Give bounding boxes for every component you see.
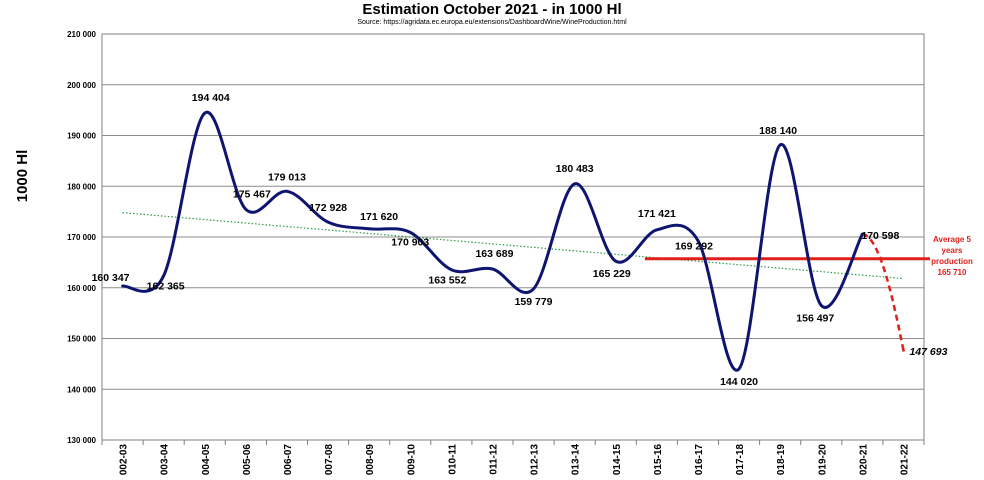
average-label: Average 5: [933, 235, 972, 244]
data-point: [491, 267, 494, 271]
data-point: [573, 182, 577, 186]
data-label: 170 903: [391, 236, 429, 248]
data-point: [326, 220, 330, 224]
data-point: [655, 228, 659, 232]
data-label: 156 497: [796, 313, 834, 325]
data-labels: 160 347 162 365 194 404 175 467 179 013 172 9…: [92, 92, 948, 388]
data-label: 171 421: [638, 208, 676, 220]
x-tick-label: 021-22: [899, 444, 910, 476]
data-point: [696, 239, 700, 242]
data-label: 165 229: [593, 268, 631, 280]
y-tick-label: 170 000: [67, 233, 96, 242]
data-label: 180 483: [556, 163, 594, 175]
x-tick-label: 019-20: [817, 444, 828, 476]
data-point: [614, 259, 618, 263]
x-tick-label: 008-09: [365, 444, 376, 476]
x-tick-label: 018-19: [776, 444, 787, 476]
data-label: 175 467: [233, 188, 271, 200]
average-line: Average 5 years production 165 710: [644, 235, 973, 277]
x-tick-label: 013-14: [571, 444, 582, 476]
series: [121, 110, 905, 372]
data-label: 170 598: [861, 230, 899, 242]
data-point: [367, 227, 371, 231]
y-tick-label: 180 000: [67, 182, 96, 191]
trendline-path: [122, 212, 904, 280]
data-label: 163 552: [428, 275, 466, 287]
data-point: [860, 232, 864, 236]
data-label: 188 140: [759, 125, 797, 137]
x-tick-label: 015-16: [653, 444, 664, 476]
data-point: [203, 111, 207, 115]
data-label: 179 013: [268, 171, 306, 183]
average-label: production: [931, 257, 973, 266]
y-tick-label: 200 000: [67, 81, 96, 90]
average-label: 165 710: [938, 268, 967, 277]
data-label: 144 020: [720, 376, 758, 388]
chart-subtitle: Source: https://agridata.ec.europa.eu/ex…: [357, 19, 627, 26]
data-label: 171 620: [360, 211, 398, 223]
y-tick-label: 140 000: [67, 385, 96, 394]
axes: 130 000 140 000 150 000 160 000 170 000 180 0…: [67, 30, 925, 476]
data-label: 160 347: [92, 272, 130, 284]
data-point: [285, 189, 289, 193]
series-line: [122, 110, 864, 372]
estimate-line: [861, 232, 905, 351]
data-point: [902, 348, 905, 352]
data-label: 194 404: [192, 92, 230, 104]
x-tick-label: 020-21: [858, 444, 869, 476]
x-tick-label: 009-10: [406, 444, 417, 476]
data-point: [121, 284, 124, 288]
x-tick-label: 010-11: [447, 444, 458, 475]
data-label: 147 693: [909, 346, 947, 358]
x-tick-label: 006-07: [283, 444, 294, 476]
data-label: 159 779: [515, 296, 553, 308]
data-point: [737, 367, 741, 371]
x-tick-label: 005-06: [242, 444, 253, 476]
average-label: years: [942, 246, 963, 255]
y-tick-label: 130 000: [67, 436, 96, 445]
x-tick-label: 003-04: [160, 444, 171, 476]
data-label: 169 292: [675, 241, 713, 253]
data-point: [244, 207, 248, 211]
data-label: 163 689: [475, 248, 513, 260]
data-point: [532, 287, 535, 291]
x-tick-label: 014-15: [612, 444, 623, 476]
x-tick-label: 011-12: [488, 444, 499, 475]
x-tick-label: 016-17: [694, 444, 705, 476]
y-tick-label: 190 000: [67, 132, 96, 141]
y-axis-label: 1000 Hl: [14, 150, 31, 203]
data-label: 162 365: [147, 281, 185, 293]
data-point: [778, 143, 782, 147]
data-point: [162, 274, 166, 278]
y-tick-label: 150 000: [67, 335, 96, 344]
x-tick-label: 012-13: [530, 444, 541, 476]
y-tick-label: 160 000: [67, 284, 96, 293]
data-label: 172 928: [309, 202, 347, 214]
x-tick-label: 002-03: [119, 444, 130, 476]
x-tick-label: 017-18: [735, 444, 746, 476]
chart-title: Estimation October 2021 - in 1000 Hl: [362, 1, 622, 18]
y-tick-label: 210 000: [67, 30, 96, 39]
data-point: [408, 231, 412, 234]
x-tick-label: 007-08: [324, 444, 335, 476]
trendline: [122, 212, 904, 280]
data-point: [819, 304, 823, 307]
x-tick-label: 004-05: [201, 444, 212, 476]
data-point: [449, 268, 453, 272]
